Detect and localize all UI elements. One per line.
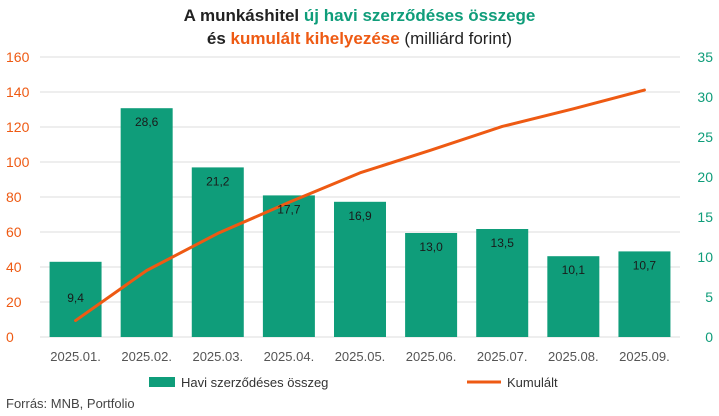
data-label: 17,7: [277, 202, 301, 216]
x-tick-label: 2025.03.: [192, 349, 243, 364]
bar: [120, 108, 173, 337]
y-right-tick-label: 15: [697, 209, 713, 225]
y-left-tick-label: 60: [6, 224, 22, 240]
title-highlight-orange: kumulált kihelyezése: [230, 29, 400, 48]
title-highlight-green: új havi szerződéses összege: [303, 6, 536, 25]
series-line-kumulalt: [74, 88, 646, 323]
y-right-tick-label: 20: [697, 169, 713, 185]
source-note: Forrás: MNB, Portfolio: [6, 396, 135, 411]
y-left-tick-label: 100: [6, 154, 30, 170]
title-unit: (milliárd forint): [399, 29, 513, 48]
bar: [618, 251, 671, 337]
chart-title: A munkáshitel új havi szerződéses összeg…: [0, 4, 719, 50]
data-label: 9,4: [67, 291, 84, 305]
data-label: 13,0: [419, 240, 443, 254]
y-right-tick-label: 0: [705, 329, 713, 345]
title-line-2: és kumulált kihelyezése (milliárd forint…: [0, 27, 719, 50]
bar: [405, 233, 458, 337]
bar: [334, 201, 386, 337]
y-left-tick-label: 120: [6, 119, 30, 135]
data-label: 10,1: [562, 263, 586, 277]
data-label: 16,9: [348, 209, 372, 223]
y-left-tick-label: 160: [6, 49, 30, 65]
title-line-1: A munkáshitel új havi szerződéses összeg…: [0, 4, 719, 27]
x-tick-label: 2025.05.: [335, 349, 386, 364]
y-right-tick-label: 30: [697, 89, 713, 105]
y-left-tick-label: 40: [6, 259, 22, 275]
bar: [262, 195, 315, 337]
x-tick-label: 2025.02.: [121, 349, 172, 364]
data-label: 28,6: [135, 115, 159, 129]
y-right-tick-label: 25: [697, 129, 713, 145]
bar: [191, 167, 244, 337]
y-right-tick-label: 10: [697, 249, 713, 265]
y-right-tick-label: 35: [697, 49, 713, 65]
bar: [476, 229, 529, 337]
y-left-tick-label: 140: [6, 84, 30, 100]
y-left-tick-label: 0: [6, 329, 14, 345]
data-label: 10,7: [633, 258, 657, 272]
data-label: 21,2: [206, 174, 230, 188]
legend-label-line: Kumulált: [507, 375, 558, 390]
data-label: 13,5: [491, 236, 515, 250]
x-tick-label: 2025.06.: [406, 349, 457, 364]
x-tick-label: 2025.09.: [619, 349, 670, 364]
legend-swatch-bar: [149, 377, 175, 387]
y-left-tick-label: 20: [6, 294, 22, 310]
x-tick-label: 2025.08.: [548, 349, 599, 364]
x-tick-label: 2025.07.: [477, 349, 528, 364]
bar: [49, 261, 102, 337]
y-left-tick-label: 80: [6, 189, 22, 205]
bar: [547, 256, 600, 337]
title-text-part: A munkáshitel: [183, 6, 304, 25]
legend-label-bar: Havi szerződéses összeg: [181, 375, 328, 390]
title-text-part: és: [206, 29, 231, 48]
y-right-tick-label: 5: [705, 289, 713, 305]
x-tick-label: 2025.01.: [50, 349, 101, 364]
x-tick-label: 2025.04.: [264, 349, 315, 364]
